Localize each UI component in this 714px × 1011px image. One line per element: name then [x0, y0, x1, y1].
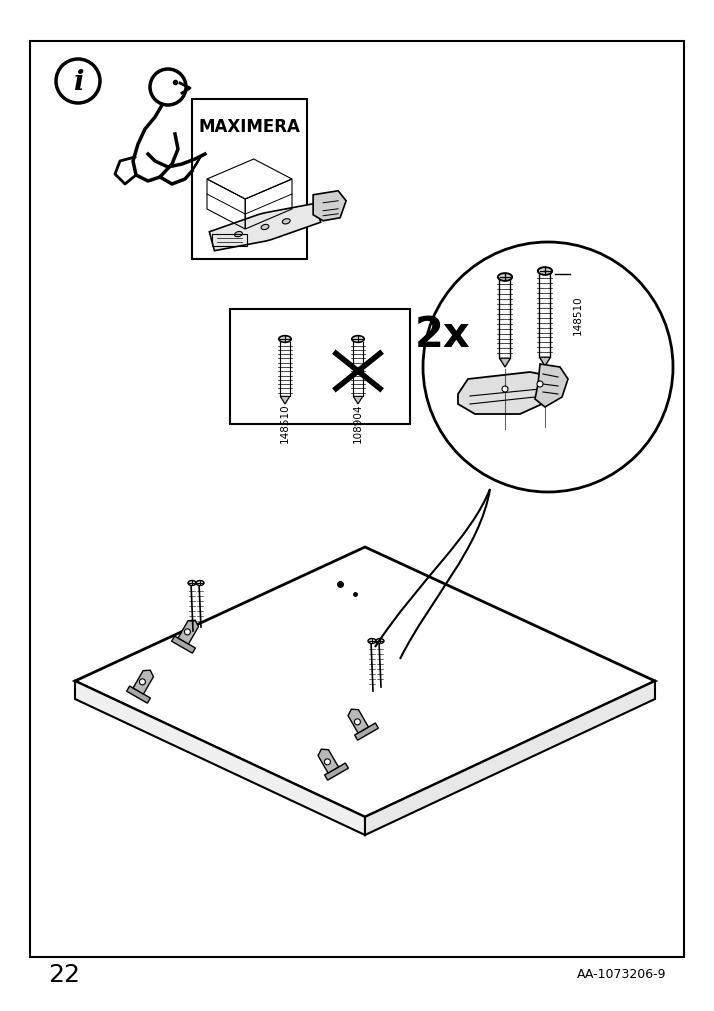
Ellipse shape [188, 581, 196, 586]
Circle shape [537, 381, 543, 387]
Text: 148510: 148510 [573, 295, 583, 335]
Ellipse shape [498, 274, 512, 282]
Circle shape [423, 243, 673, 492]
Text: 22: 22 [48, 962, 80, 986]
Text: 108904: 108904 [353, 402, 363, 442]
Text: i: i [73, 69, 84, 95]
Text: AA-1073206-9: AA-1073206-9 [576, 968, 666, 981]
Bar [192, 100, 307, 260]
Polygon shape [458, 373, 558, 415]
Circle shape [139, 679, 146, 685]
Bar [212, 235, 247, 247]
Polygon shape [365, 681, 655, 835]
Polygon shape [133, 670, 154, 695]
Text: MAXIMERA: MAXIMERA [198, 118, 300, 135]
Polygon shape [325, 763, 348, 780]
Ellipse shape [282, 219, 290, 224]
Polygon shape [75, 681, 365, 835]
Ellipse shape [352, 337, 364, 343]
Ellipse shape [196, 581, 204, 586]
Circle shape [354, 719, 361, 725]
Polygon shape [535, 365, 568, 407]
Polygon shape [209, 204, 321, 252]
Text: 2x: 2x [415, 313, 471, 356]
Bar [230, 309, 410, 425]
Ellipse shape [368, 639, 376, 644]
Polygon shape [348, 710, 368, 733]
Polygon shape [178, 621, 198, 644]
Circle shape [324, 759, 331, 765]
Polygon shape [353, 397, 363, 404]
Polygon shape [126, 686, 151, 704]
Polygon shape [500, 359, 511, 368]
Ellipse shape [234, 233, 242, 238]
Polygon shape [540, 358, 550, 367]
Polygon shape [171, 636, 196, 653]
Circle shape [56, 60, 100, 104]
Text: 148510: 148510 [280, 402, 290, 442]
Ellipse shape [538, 268, 552, 276]
Circle shape [502, 386, 508, 392]
Polygon shape [355, 723, 378, 740]
Circle shape [184, 629, 191, 635]
Ellipse shape [376, 639, 384, 644]
Polygon shape [318, 749, 338, 773]
Polygon shape [281, 397, 290, 404]
Ellipse shape [261, 225, 269, 231]
Polygon shape [313, 191, 346, 221]
Ellipse shape [279, 337, 291, 343]
Circle shape [150, 70, 186, 106]
Polygon shape [75, 548, 655, 817]
